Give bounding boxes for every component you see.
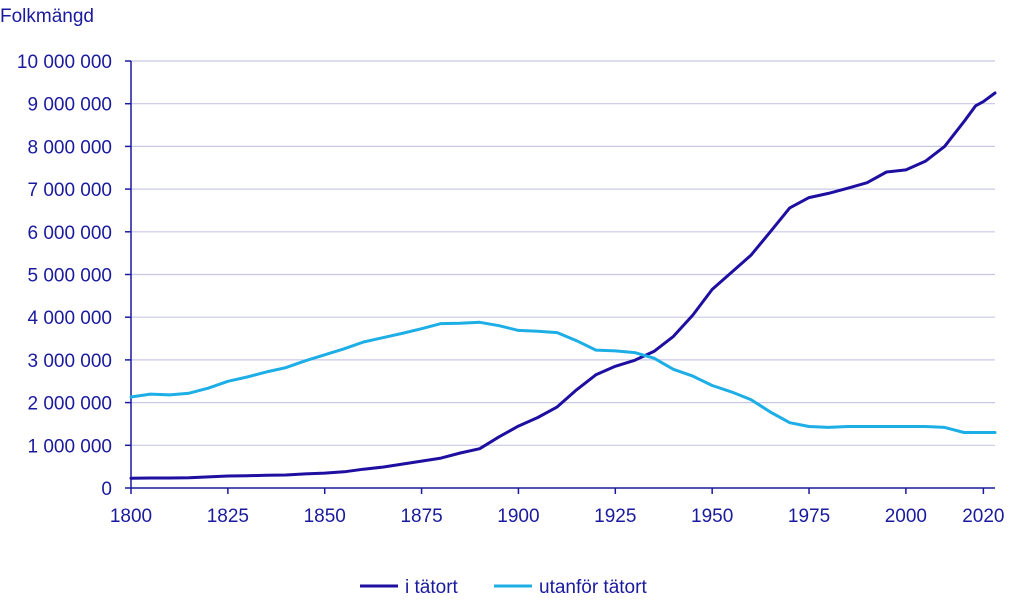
y-tick-label: 5 000 000 [27,266,112,287]
gridlines [131,60,995,446]
legend-label: utanför tätort [539,577,647,598]
x-axis: 1800 1825 1850 1875 1900 1925 1950 1975 2000 2020 [110,487,1005,527]
y-tick-label: 9 000 000 [27,95,112,116]
y-tick-label: 4 000 000 [27,308,112,329]
y-axis: 0 1 000 000 2 000 000 3 000 000 4 000 000 5 0… [17,52,132,500]
x-tick-label: 1825 [207,506,249,527]
y-tick-label: 8 000 000 [27,137,112,158]
x-tick-label: 2000 [885,506,927,527]
y-tick-label: 7 000 000 [27,180,112,201]
legend: i tätort utanför tätort [360,577,647,598]
legend-item: i tätort [360,577,459,598]
x-tick-label: 1900 [497,506,539,527]
series-line-i-tatort [129,91,997,480]
legend-item: utanför tätort [494,577,647,598]
x-tick-label: 1950 [691,506,733,527]
x-tick-label: 1975 [788,506,830,527]
y-tick-label: 6 000 000 [27,223,112,244]
y-tick-label: 1 000 000 [27,436,112,457]
y-tick-label: 10 000 000 [17,52,112,73]
legend-label: i tätort [405,577,459,598]
x-tick-label: 2020 [962,506,1004,527]
x-tick-label: 1875 [400,506,442,527]
x-tick-label: 1925 [594,506,636,527]
x-tick-label: 1850 [304,506,346,527]
y-tick-label: 0 [101,479,112,500]
series-lines [129,91,997,480]
x-tick-label: 1800 [110,506,152,527]
y-tick-label: 3 000 000 [27,351,112,372]
y-axis-title: Folkmängd [0,6,94,27]
y-tick-label: 2 000 000 [27,394,112,415]
series-line-utanfor-tatort [129,320,997,434]
